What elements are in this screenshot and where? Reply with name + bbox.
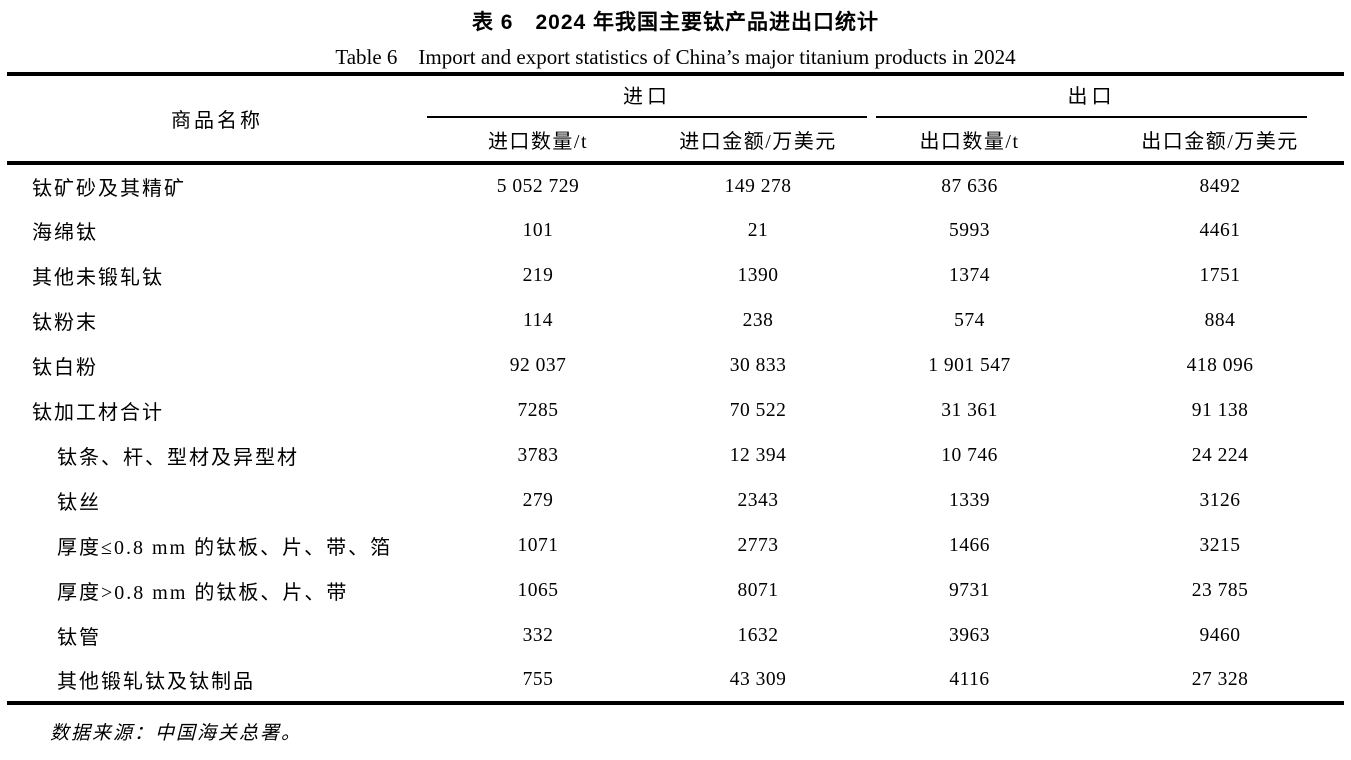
export-qty-header: 出口数量/t: [919, 131, 1020, 153]
value-cell: 101: [522, 219, 554, 241]
value-cell: 3215: [1199, 534, 1241, 556]
value-cell: 2773: [737, 534, 779, 556]
product-name-cell: 钛白粉: [32, 357, 98, 379]
table-row: 钛条、杆、型材及异型材 3783 12 394 10 746 24 224: [7, 433, 1344, 478]
table-body: 钛矿砂及其精矿 5 052 729 149 278 87 636 8492 海绵钛 101 2…: [7, 163, 1344, 703]
export-group-header: 出口: [867, 74, 1344, 118]
import-qty-header: 进口数量/t: [487, 131, 589, 153]
value-cell: 70 522: [729, 399, 787, 421]
product-name-cell: 钛粉末: [32, 312, 98, 334]
value-cell: 24 224: [1191, 444, 1249, 466]
value-cell: 30 833: [729, 354, 787, 376]
value-cell: 3126: [1199, 489, 1241, 511]
table-row: 钛加工材合计 7285 70 522 31 361 91 138: [7, 388, 1344, 433]
product-name-cell: 钛加工材合计: [32, 402, 164, 424]
value-cell: 1071: [517, 534, 559, 556]
value-cell: 3783: [517, 444, 559, 466]
value-cell: 418 096: [1186, 354, 1254, 376]
value-cell: 1 901 547: [928, 354, 1011, 376]
value-cell: 2343: [737, 489, 779, 511]
value-cell: 23 785: [1191, 579, 1249, 601]
sub-header-row: 进口数量/t 进口金额/万美元 出口数量/t 出口金额/万美元: [7, 118, 1344, 163]
table-row: 厚度>0.8 mm 的钛板、片、带 1065 8071 9731 23 785: [7, 568, 1344, 613]
value-cell: 1751: [1199, 264, 1241, 286]
value-cell: 21: [747, 219, 769, 241]
value-cell: 87 636: [941, 175, 998, 197]
value-cell: 92 037: [509, 354, 567, 376]
value-cell: 4116: [949, 668, 990, 690]
table-row: 厚度≤0.8 mm 的钛板、片、带、箔 1071 2773 1466 3215: [7, 523, 1344, 568]
product-name-cell: 厚度>0.8 mm 的钛板、片、带: [57, 582, 349, 604]
table-row: 其他锻轧钛及钛制品 755 43 309 4116 27 328: [7, 658, 1344, 703]
product-name-cell: 其他未锻轧钛: [32, 267, 164, 289]
value-cell: 8071: [737, 579, 779, 601]
import-group-header: 进口: [427, 74, 867, 118]
table-row: 海绵钛 101 21 5993 4461: [7, 208, 1344, 253]
value-cell: 755: [522, 668, 554, 690]
product-name-cell: 钛管: [57, 627, 101, 649]
table-row: 其他未锻轧钛 219 1390 1374 1751: [7, 253, 1344, 298]
table-row: 钛白粉 92 037 30 833 1 901 547 418 096: [7, 343, 1344, 388]
value-cell: 12 394: [729, 444, 787, 466]
value-cell: 4461: [1199, 219, 1241, 241]
table-title-chinese: 表 6 2024 年我国主要钛产品进出口统计: [471, 11, 880, 34]
import-group-label: 进口: [427, 80, 867, 118]
value-cell: 1390: [737, 264, 779, 286]
value-cell: 884: [1204, 309, 1236, 331]
value-cell: 10 746: [941, 444, 998, 466]
import-value-header: 进口金额/万美元: [679, 131, 837, 153]
value-cell: 3963: [949, 624, 990, 646]
table-row: 钛矿砂及其精矿 5 052 729 149 278 87 636 8492: [7, 163, 1344, 208]
table-row: 钛丝 279 2343 1339 3126: [7, 478, 1344, 523]
value-cell: 279: [522, 489, 554, 511]
product-name-cell: 其他锻轧钛及钛制品: [57, 671, 255, 693]
product-name-cell: 钛丝: [57, 492, 101, 514]
export-value-header: 出口金额/万美元: [1141, 131, 1299, 153]
value-cell: 43 309: [729, 668, 787, 690]
value-cell: 8492: [1199, 175, 1241, 197]
value-cell: 219: [522, 264, 554, 286]
value-cell: 5 052 729: [496, 175, 580, 197]
value-cell: 31 361: [941, 399, 998, 421]
value-cell: 7285: [517, 399, 559, 421]
export-group-label: 出口: [876, 80, 1307, 118]
value-cell: 9731: [949, 579, 990, 601]
data-source-note: 数据来源：中国海关总署。: [50, 723, 303, 744]
value-cell: 5993: [949, 219, 990, 241]
table-row: 钛管 332 1632 3963 9460: [7, 613, 1344, 658]
import-export-table: 商品名称 进口 出口 进口数量/t 进口金额/万美元 出口数量/t 出口金额/万…: [7, 72, 1344, 705]
table-title-english: Table 6 Import and export statistics of …: [335, 45, 1016, 69]
value-cell: 91 138: [1191, 399, 1249, 421]
product-name-cell: 海绵钛: [32, 222, 98, 244]
product-column-header: 商品名称: [171, 110, 263, 132]
value-cell: 27 328: [1191, 668, 1249, 690]
value-cell: 238: [742, 309, 774, 331]
group-header-row: 商品名称 进口 出口: [7, 74, 1344, 132]
value-cell: 1466: [949, 534, 990, 556]
value-cell: 332: [522, 624, 554, 646]
value-cell: 149 278: [724, 175, 792, 197]
table-row: 钛粉末 114 238 574 884: [7, 298, 1344, 343]
table-header: 商品名称 进口 出口 进口数量/t 进口金额/万美元 出口数量/t 出口金额/万…: [7, 74, 1344, 163]
value-cell: 1065: [517, 579, 559, 601]
value-cell: 574: [954, 309, 985, 331]
value-cell: 1632: [737, 624, 779, 646]
value-cell: 1374: [949, 264, 990, 286]
product-name-cell: 厚度≤0.8 mm 的钛板、片、带、箔: [57, 537, 393, 559]
product-name-cell: 钛矿砂及其精矿: [32, 178, 186, 200]
product-name-cell: 钛条、杆、型材及异型材: [57, 447, 299, 469]
value-cell: 9460: [1199, 624, 1241, 646]
value-cell: 114: [522, 309, 554, 331]
value-cell: 1339: [949, 489, 990, 511]
